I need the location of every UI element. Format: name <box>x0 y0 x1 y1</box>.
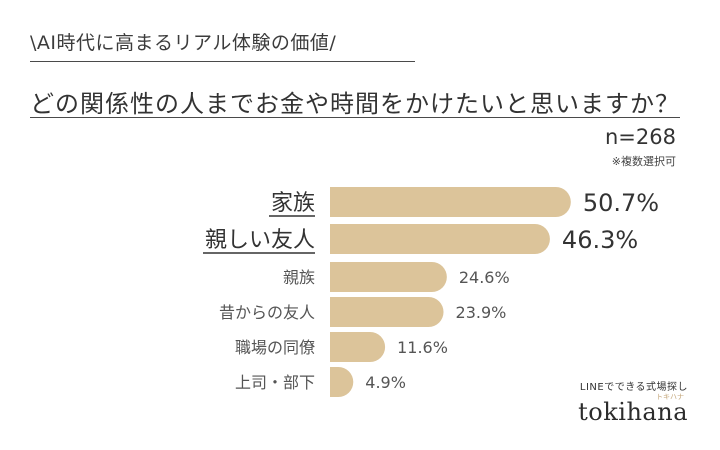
value-label-6: 4.9% <box>365 373 406 392</box>
multiple-choice-note: ※複数選択可 <box>611 155 676 168</box>
brand-logo: tokihana <box>578 398 688 426</box>
sample-size: n=268 <box>605 125 676 149</box>
value-label-2: 46.3% <box>562 226 638 254</box>
bar-3 <box>330 262 447 292</box>
category-label-6: 上司・部下 <box>235 373 315 392</box>
bar-5 <box>330 332 386 362</box>
value-label-3: 24.6% <box>459 268 510 287</box>
brand-tagline: LINEでできる式場探し <box>579 382 688 393</box>
category-label-5: 職場の同僚 <box>235 338 315 357</box>
chart-subtitle: \AI時代に高まるリアル体験の価値/ <box>30 32 337 54</box>
value-label-5: 11.6% <box>397 338 448 357</box>
title-underline <box>30 117 680 118</box>
category-label-4: 昔からの友人 <box>219 303 315 322</box>
value-label-1: 50.7% <box>583 189 659 217</box>
category-label-2: 親しい友人 <box>205 228 315 253</box>
chart-title: どの関係性の人までお金や時間をかけたいと思いますか？ <box>30 90 680 118</box>
category-label-1: 家族 <box>271 191 315 216</box>
subtitle-underline <box>30 61 415 62</box>
bar-4 <box>330 297 444 327</box>
bar-1 <box>330 187 571 217</box>
bar-6 <box>330 367 354 397</box>
brand-kana: トキハナ <box>656 393 684 401</box>
bar-2 <box>330 224 550 254</box>
category-label-3: 親族 <box>283 268 315 287</box>
value-label-4: 23.9% <box>456 303 507 322</box>
